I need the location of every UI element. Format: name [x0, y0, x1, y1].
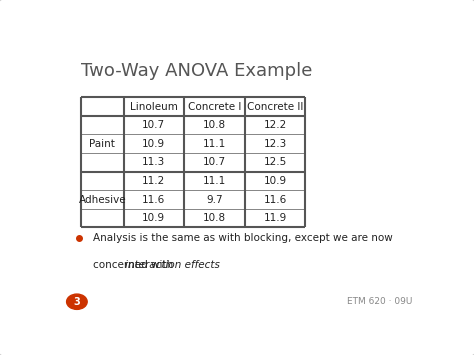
Text: Linoleum: Linoleum [130, 102, 178, 111]
Text: concerned with: concerned with [93, 260, 177, 271]
Text: 10.8: 10.8 [203, 213, 226, 223]
Text: Adhesive: Adhesive [79, 195, 126, 204]
Text: 10.7: 10.7 [203, 157, 226, 167]
Text: Two-Way ANOVA Example: Two-Way ANOVA Example [82, 62, 313, 80]
Text: 3: 3 [73, 297, 80, 307]
Circle shape [66, 294, 87, 310]
Text: 10.8: 10.8 [203, 120, 226, 130]
Text: 10.7: 10.7 [142, 120, 165, 130]
Text: interaction effects: interaction effects [125, 260, 220, 271]
Text: 11.6: 11.6 [264, 195, 287, 204]
Text: 12.2: 12.2 [264, 120, 287, 130]
Text: 11.3: 11.3 [142, 157, 165, 167]
Text: 10.9: 10.9 [142, 213, 165, 223]
Text: Concrete II: Concrete II [247, 102, 303, 111]
Text: 11.1: 11.1 [203, 176, 226, 186]
Text: ETM 620 · 09U: ETM 620 · 09U [346, 297, 412, 306]
Text: 10.9: 10.9 [264, 176, 287, 186]
Text: 11.6: 11.6 [142, 195, 165, 204]
Text: 10.9: 10.9 [142, 139, 165, 149]
Text: 12.3: 12.3 [264, 139, 287, 149]
Text: 12.5: 12.5 [264, 157, 287, 167]
Text: 11.1: 11.1 [203, 139, 226, 149]
Text: 11.2: 11.2 [142, 176, 165, 186]
Text: Paint: Paint [90, 139, 115, 149]
Text: 11.9: 11.9 [264, 213, 287, 223]
Text: 9.7: 9.7 [206, 195, 223, 204]
Text: Analysis is the same as with blocking, except we are now: Analysis is the same as with blocking, e… [93, 233, 393, 243]
Text: Concrete I: Concrete I [188, 102, 241, 111]
